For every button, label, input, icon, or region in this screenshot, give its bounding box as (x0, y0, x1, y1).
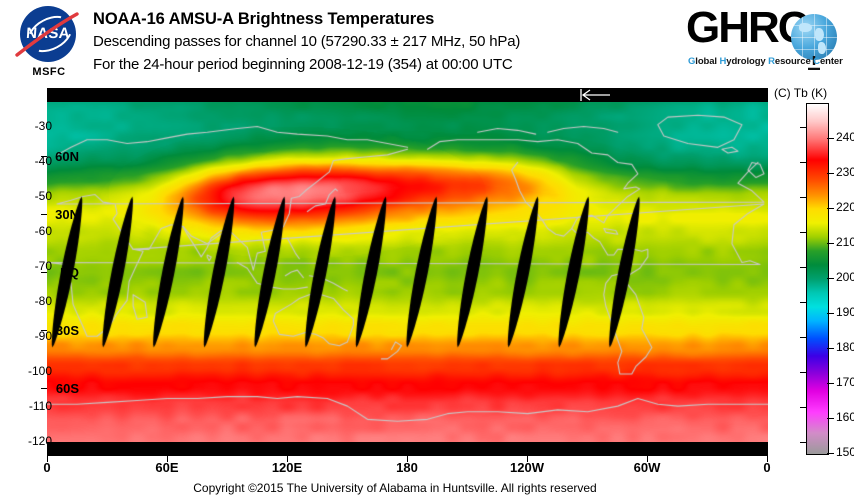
copyright-notice: Copyright ©2015 The University of Alabam… (193, 481, 597, 495)
y-tick-label-30s: 30S (55, 323, 79, 338)
map-plot-area (47, 88, 768, 456)
page-title: NOAA-16 AMSU-A Brightness Temperatures (93, 10, 435, 28)
x-tick-label-60e: 60E (155, 460, 179, 475)
y-tick-label-60s: 60S (55, 381, 79, 396)
colorbar-label-kelvin-240: 240 (836, 130, 854, 144)
colorbar-label-kelvin-150: 150 (836, 445, 854, 459)
colorbar-label-celsius--110: -110 (28, 398, 52, 413)
colorbar-label-celsius--80: -80 (34, 293, 52, 308)
x-tick-label-0e: 0 (43, 460, 51, 475)
colorbar-tick-celsius (800, 336, 807, 338)
colorbar-label-kelvin-210: 210 (836, 235, 854, 249)
colorbar-label-kelvin-180: 180 (836, 340, 854, 354)
page-header: NASA MSFC NOAA-16 AMSU-A Brightness Temp… (0, 0, 854, 88)
colorbar-tick-celsius (800, 266, 807, 268)
colorbar-label-kelvin-190: 190 (836, 305, 854, 319)
y-tick-label-30n: 30N (55, 207, 79, 222)
colorbar-tick-kelvin (827, 138, 834, 139)
colorbar-label-celsius--120: -120 (27, 433, 52, 448)
title-block: NOAA-16 AMSU-A Brightness Temperatures D… (93, 8, 520, 76)
colorbar-tick-kelvin (827, 453, 834, 454)
colorbar-label-celsius--90: -90 (34, 328, 52, 343)
left-arrow-annotation-icon (580, 89, 610, 101)
globe-stand-icon (808, 56, 820, 70)
map-raster (47, 102, 768, 442)
colorbar-tick-celsius (800, 126, 807, 128)
page-subtitle-channel: Descending passes for channel 10 (57290.… (93, 33, 521, 50)
colorbar-label-celsius--60: -60 (34, 223, 52, 238)
colorbar-label-celsius--50: -50 (34, 188, 52, 203)
x-tick-label-120e: 120E (271, 460, 303, 475)
colorbar-tick-kelvin (827, 173, 834, 174)
colorbar-tick-kelvin (827, 418, 834, 419)
colorbar-tick-kelvin (827, 208, 834, 209)
colorbar-label-kelvin-160: 160 (836, 410, 854, 424)
colorbar-label-celsius--100: -100 (27, 363, 52, 378)
colorbar-tick-celsius (800, 231, 807, 233)
globe-icon (791, 14, 837, 60)
colorbar-label-kelvin-220: 220 (836, 200, 854, 214)
colorbar-label-celsius--40: -40 (34, 153, 52, 168)
colorbar (806, 103, 829, 455)
x-tick-label-0w: 0 (763, 460, 771, 475)
colorbar-label-celsius--70: -70 (34, 258, 52, 273)
colorbar-tick-kelvin (827, 383, 834, 384)
colorbar-header: (C) Tb (K) (774, 86, 828, 100)
colorbar-tick-celsius (800, 406, 807, 408)
page-subtitle-period: For the 24-hour period beginning 2008-12… (93, 56, 513, 73)
nasa-swoosh-icon (15, 12, 79, 57)
colorbar-tick-kelvin (827, 348, 834, 349)
colorbar-label-kelvin-230: 230 (836, 165, 854, 179)
colorbar-tick-celsius (800, 161, 807, 163)
colorbar-tick-celsius (800, 371, 807, 373)
x-tick-label-180: 180 (396, 460, 418, 475)
x-tick-label-60w: 60W (633, 460, 661, 475)
nasa-logo: NASA MSFC (14, 6, 80, 82)
colorbar-label-kelvin-200: 200 (836, 270, 854, 284)
colorbar-tick-celsius (800, 196, 807, 198)
colorbar-gradient (807, 104, 828, 454)
y-tick-label-eq: EQ (60, 265, 79, 280)
brightness-temperature-map (47, 102, 768, 442)
colorbar-label-celsius--30: -30 (34, 118, 52, 133)
colorbar-tick-kelvin (827, 243, 834, 244)
ghrc-acronym: GHRC (686, 3, 810, 52)
ghrc-full-name: Global Hydrology Resource Center (688, 56, 843, 67)
colorbar-tick-kelvin (827, 313, 834, 314)
colorbar-tick-celsius (800, 301, 807, 303)
colorbar-tick-celsius (800, 441, 807, 443)
y-tick-label-60n: 60N (55, 149, 79, 164)
x-tick-label-120w: 120W (510, 460, 544, 475)
colorbar-label-kelvin-170: 170 (836, 375, 854, 389)
ghrc-logo: GHRC Global Hydrology Resource Center (686, 4, 846, 74)
colorbar-tick-kelvin (827, 278, 834, 279)
nasa-center-label: MSFC (32, 66, 66, 78)
